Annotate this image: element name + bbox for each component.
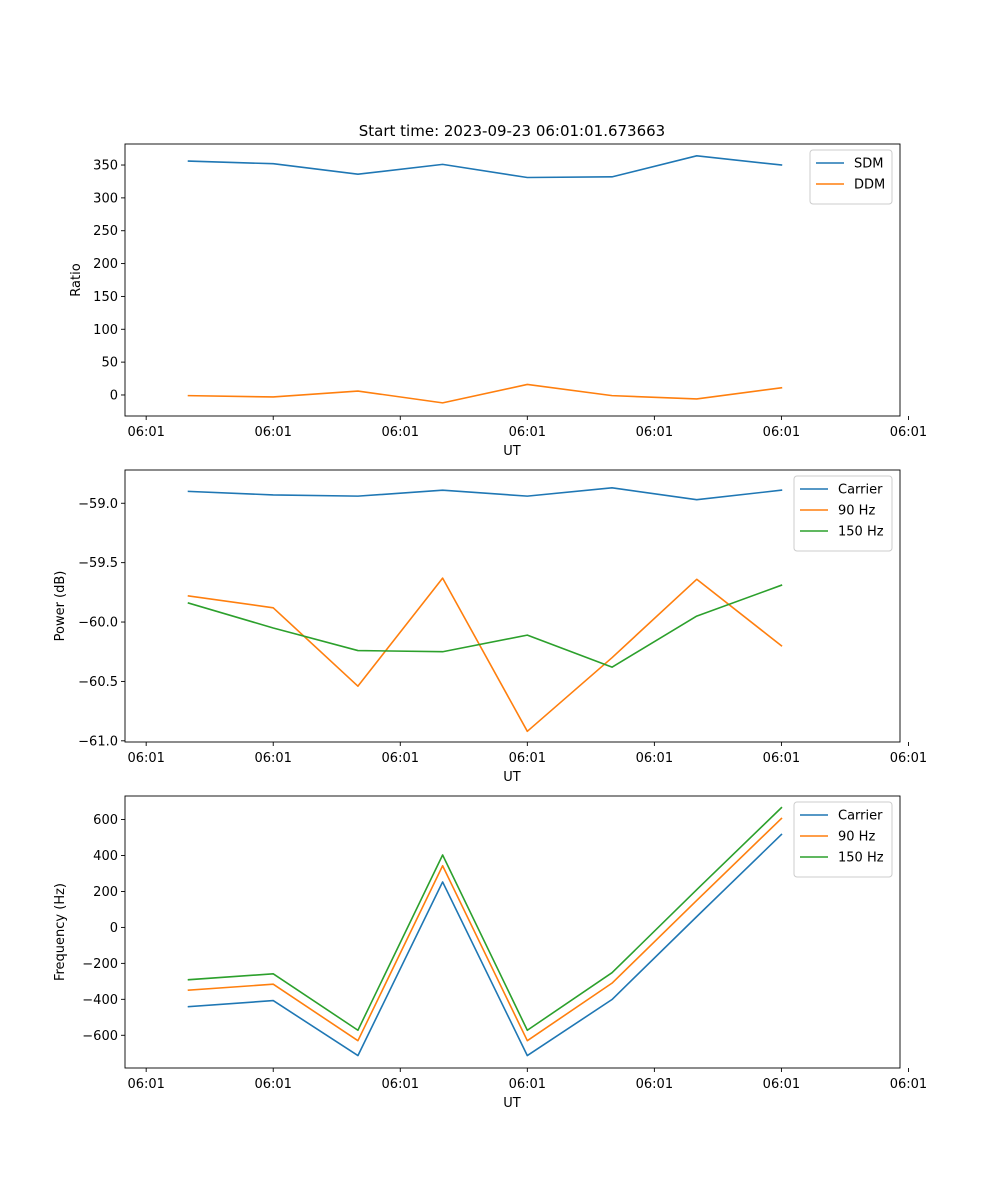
series-line-90-hz — [187, 577, 783, 733]
x-tick-label: 06:01 — [254, 1077, 291, 1092]
y-tick-label: −200 — [82, 957, 118, 972]
x-tick-label: 06:01 — [254, 425, 291, 440]
y-tick-label: 50 — [101, 356, 118, 371]
y-tick-label: −400 — [82, 993, 118, 1008]
x-axis-label: UT — [503, 770, 521, 785]
y-tick-label: 200 — [93, 257, 118, 272]
series-line-sdm — [187, 155, 783, 179]
y-axis-label: Ratio — [69, 263, 84, 296]
legend: Carrier 90 Hz 150 Hz — [793, 801, 893, 878]
subplot-1: 06:01 06:01 06:01 06:01 06:01 06:01 06:01 0 50 10… — [69, 143, 927, 459]
x-tick-label: 06:01 — [127, 1077, 164, 1092]
legend-box — [793, 801, 893, 878]
x-tick-label: 06:01 — [890, 1077, 927, 1092]
legend-label: DDM — [854, 178, 885, 193]
x-tick-label: 06:01 — [382, 1077, 419, 1092]
x-axis-label: UT — [503, 1096, 521, 1111]
legend-box — [793, 475, 893, 552]
series-line-ddm — [187, 383, 783, 404]
x-tick-label: 06:01 — [127, 425, 164, 440]
legend-label: Carrier — [838, 809, 883, 824]
series-line-carrier — [187, 833, 783, 1057]
plots: 06:01 06:01 06:01 06:01 06:01 06:01 06:01 0 50 10… — [53, 143, 927, 1111]
y-tick-label: −61.0 — [78, 734, 118, 749]
y-tick-label: 150 — [93, 290, 118, 305]
x-tick-label: 06:01 — [509, 751, 546, 766]
y-tick-label: 350 — [93, 159, 118, 174]
y-tick-label: 0 — [110, 388, 118, 403]
legend-label: 90 Hz — [838, 830, 875, 845]
x-tick-label: 06:01 — [382, 751, 419, 766]
x-tick-label: 06:01 — [890, 425, 927, 440]
y-tick-label: −59.0 — [78, 497, 118, 512]
y-tick-label: 300 — [93, 191, 118, 206]
legend-label: SDM — [854, 157, 883, 172]
y-tick-label: −59.5 — [78, 556, 118, 571]
x-tick-label: 06:01 — [763, 751, 800, 766]
y-tick-label: 200 — [93, 885, 118, 900]
x-tick-label: 06:01 — [636, 751, 673, 766]
x-tick-label: 06:01 — [509, 1077, 546, 1092]
legend: Carrier 90 Hz 150 Hz — [793, 475, 893, 552]
y-axis-label: Power (dB) — [53, 571, 68, 642]
x-axis-label: UT — [503, 444, 521, 459]
series-line-150-hz — [187, 584, 783, 668]
series-line-carrier — [187, 487, 783, 501]
y-tick-label: −60.5 — [78, 675, 118, 690]
y-tick-label: 600 — [93, 813, 118, 828]
axes-frame — [124, 795, 901, 1069]
y-tick-label: 400 — [93, 849, 118, 864]
legend-label: 150 Hz — [838, 851, 884, 866]
x-tick-label: 06:01 — [763, 1077, 800, 1092]
chart-title: Start time: 2023-09-23 06:01:01.673663 — [359, 122, 665, 140]
y-tick-label: 100 — [93, 323, 118, 338]
y-tick-label: 250 — [93, 224, 118, 239]
subplot-3: 06:01 06:01 06:01 06:01 06:01 06:01 06:01 −600 −… — [53, 795, 927, 1111]
axes-frame — [124, 469, 901, 743]
x-tick-label: 06:01 — [382, 425, 419, 440]
legend-label: Carrier — [838, 483, 883, 498]
legend-label: 150 Hz — [838, 525, 884, 540]
legend-label: 90 Hz — [838, 504, 875, 519]
x-tick-label: 06:01 — [890, 751, 927, 766]
x-tick-label: 06:01 — [254, 751, 291, 766]
y-tick-label: 0 — [110, 921, 118, 936]
legend: SDM DDM — [809, 149, 893, 205]
y-axis-label: Frequency (Hz) — [53, 883, 68, 981]
x-tick-label: 06:01 — [127, 751, 164, 766]
x-tick-label: 06:01 — [509, 425, 546, 440]
axes-frame — [124, 143, 901, 417]
x-tick-label: 06:01 — [763, 425, 800, 440]
subplot-2: 06:01 06:01 06:01 06:01 06:01 06:01 06:01 −61.0… — [53, 469, 927, 785]
y-tick-label: −60.0 — [78, 616, 118, 631]
x-tick-label: 06:01 — [636, 425, 673, 440]
y-tick-label: −600 — [82, 1029, 118, 1044]
x-tick-label: 06:01 — [636, 1077, 673, 1092]
series-line-150-hz — [187, 806, 783, 1032]
series-line-90-hz — [187, 817, 783, 1042]
